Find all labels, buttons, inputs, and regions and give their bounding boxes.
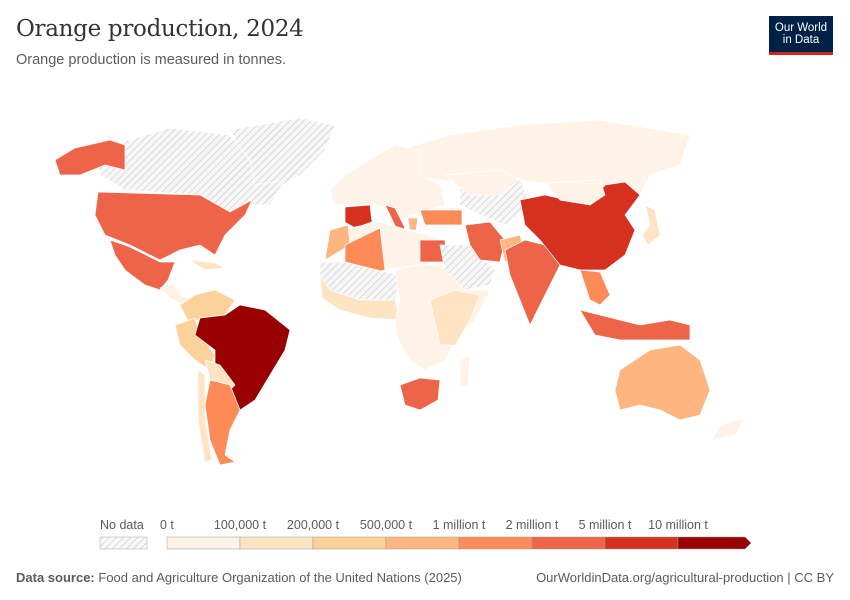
legend-bin-swatch	[604, 536, 679, 550]
legend-bin-swatch	[385, 536, 460, 550]
country-madagascar[interactable]	[459, 354, 471, 389]
country-caribbean[interactable]	[189, 259, 227, 271]
country-new-zealand[interactable]	[711, 417, 746, 441]
country-iran[interactable]	[464, 221, 506, 263]
country-europe[interactable]	[329, 144, 446, 221]
legend-bin-swatch	[458, 536, 533, 550]
legend-bin-label: 200,000 t	[287, 518, 340, 532]
country-argentina[interactable]	[204, 379, 241, 466]
world-map	[54, 117, 746, 466]
country-turkey[interactable]	[419, 209, 463, 226]
legend-bin-label: 0 t	[160, 518, 174, 532]
map-legend: No data 0 t 100,000 t 200,000 t 500,000 t 1 …	[99, 518, 752, 550]
data-source-text: Food and Agriculture Organization of the…	[98, 570, 462, 585]
legend-bin-label: 100,000 t	[214, 518, 267, 532]
logo-line-2: in Data	[782, 34, 820, 46]
legend-bin-swatch	[239, 536, 314, 550]
legend-bin-swatch	[312, 536, 387, 550]
legend-bin-label: 500,000 t	[360, 518, 413, 532]
legend-bin-label: 10 million t	[648, 518, 708, 532]
owid-logo[interactable]: Our World in Data	[769, 16, 833, 55]
legend-bin-swatch	[677, 536, 752, 550]
legend-bin-label: 2 million t	[506, 518, 559, 532]
country-east-africa[interactable]	[429, 289, 481, 346]
country-se-asia[interactable]	[579, 269, 611, 306]
legend-no-data-swatch	[99, 536, 148, 550]
legend-no-data-label: No data	[100, 518, 144, 532]
country-india[interactable]	[504, 239, 561, 326]
country-mongolia[interactable]	[544, 179, 606, 206]
country-australia[interactable]	[614, 344, 711, 421]
country-mexico[interactable]	[109, 239, 176, 291]
page-subtitle: Orange production is measured in tonnes.	[16, 52, 287, 68]
country-brazil[interactable]	[194, 304, 291, 411]
country-canada[interactable]	[94, 127, 286, 216]
logo-line-1: Our World	[774, 22, 828, 34]
country-japan[interactable]	[641, 204, 661, 246]
country-russia[interactable]	[399, 119, 691, 196]
country-south-africa[interactable]	[399, 377, 441, 411]
legend-bin-swatch	[166, 536, 241, 550]
country-alaska[interactable]	[54, 139, 126, 176]
page-title: Orange production, 2024	[16, 16, 304, 42]
legend-bin-label: 5 million t	[579, 518, 632, 532]
source-link[interactable]: OurWorldinData.org/agricultural-producti…	[536, 570, 834, 585]
legend-bin-swatch	[531, 536, 606, 550]
country-chile[interactable]	[197, 369, 213, 463]
country-greece[interactable]	[407, 217, 419, 231]
country-kazakhstan[interactable]	[444, 169, 521, 196]
country-indonesia[interactable]	[579, 309, 691, 341]
data-source-label: Data source:	[16, 570, 95, 585]
data-source: Data source: Food and Agriculture Organi…	[16, 570, 462, 585]
legend-bin-label: 1 million t	[433, 518, 486, 532]
country-usa[interactable]	[94, 191, 253, 261]
